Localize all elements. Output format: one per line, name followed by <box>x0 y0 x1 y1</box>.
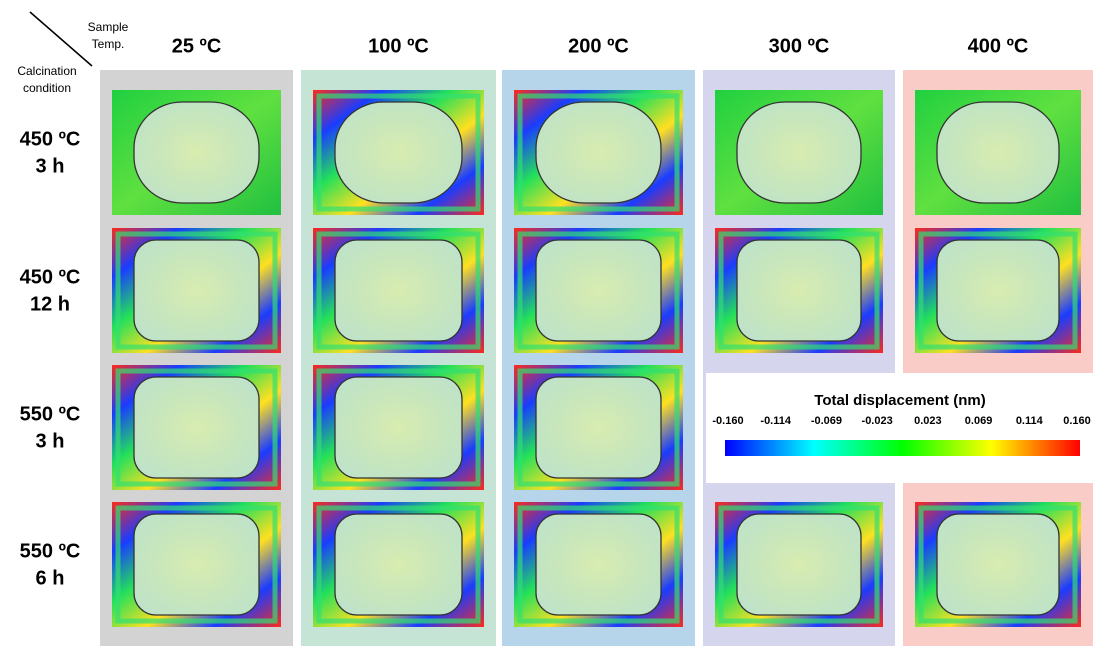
map-particle <box>335 514 462 615</box>
displacement-map <box>514 365 683 490</box>
row-label: 450 ºC <box>20 266 81 288</box>
displacement-map <box>313 502 484 627</box>
map-particle <box>737 514 861 615</box>
map-particle <box>134 377 259 478</box>
displacement-map <box>112 502 281 627</box>
row-label: 3 h <box>36 430 65 452</box>
displacement-map <box>915 502 1081 627</box>
colorbar-tick-label: 0.160 <box>1063 415 1091 427</box>
map-particle <box>737 102 861 203</box>
column-axis-label: Temp. <box>92 37 125 51</box>
column-header: 25 ºC <box>172 35 222 57</box>
map-particle <box>536 102 661 203</box>
colorbar-gradient <box>725 440 1080 456</box>
column-header: 100 ºC <box>368 35 429 57</box>
map-particle <box>335 240 462 341</box>
displacement-map <box>112 365 281 490</box>
row-label: 3 h <box>36 155 65 177</box>
displacement-map <box>514 90 683 215</box>
colorbar-tick-label: 0.114 <box>1016 415 1044 427</box>
colorbar-tick-label: -0.023 <box>862 415 893 427</box>
map-particle <box>335 377 462 478</box>
map-particle <box>134 514 259 615</box>
map-particle <box>134 240 259 341</box>
map-particle <box>937 514 1059 615</box>
map-particle <box>134 102 259 203</box>
column-header: 200 ºC <box>568 35 629 57</box>
displacement-map <box>715 90 883 215</box>
displacement-map <box>915 90 1081 215</box>
row-label: 550 ºC <box>20 540 81 562</box>
map-particle <box>335 102 462 203</box>
row-axis-label: condition <box>23 81 71 95</box>
colorbar-title: Total displacement (nm) <box>814 392 985 409</box>
column-header: 400 ºC <box>968 35 1029 57</box>
row-label: 6 h <box>36 567 65 589</box>
map-particle <box>536 240 661 341</box>
displacement-map <box>313 90 484 215</box>
column-axis-label: Sample <box>88 20 129 34</box>
row-axis-label: Calcination <box>17 64 76 78</box>
displacement-map <box>715 502 883 627</box>
figure: Sample Temp. Calcination condition 25 ºC… <box>0 0 1095 646</box>
colorbar: Total displacement (nm) -0.160 -0.114 -0.0… <box>706 373 1094 483</box>
displacement-map <box>313 228 484 353</box>
colorbar-tick-label: -0.160 <box>712 415 743 427</box>
colorbar-tick-label: 0.023 <box>914 415 942 427</box>
colorbar-tick-label: 0.069 <box>965 415 993 427</box>
displacement-map <box>514 502 683 627</box>
row-label: 550 ºC <box>20 403 81 425</box>
displacement-map <box>313 365 484 490</box>
colorbar-panel <box>706 373 1094 483</box>
displacement-map <box>915 228 1081 353</box>
corner-divider <box>30 12 92 66</box>
displacement-map <box>514 228 683 353</box>
column-header: 300 ºC <box>769 35 830 57</box>
map-particle <box>937 240 1059 341</box>
map-particle <box>937 102 1059 203</box>
displacement-map <box>715 228 883 353</box>
displacement-map <box>112 228 281 353</box>
displacement-map <box>112 90 281 215</box>
map-particle <box>536 377 661 478</box>
map-particle <box>737 240 861 341</box>
colorbar-tick-label: -0.069 <box>811 415 842 427</box>
row-label: 12 h <box>30 293 70 315</box>
map-particle <box>536 514 661 615</box>
colorbar-tick-label: -0.114 <box>760 415 791 427</box>
row-label: 450 ºC <box>20 128 81 150</box>
